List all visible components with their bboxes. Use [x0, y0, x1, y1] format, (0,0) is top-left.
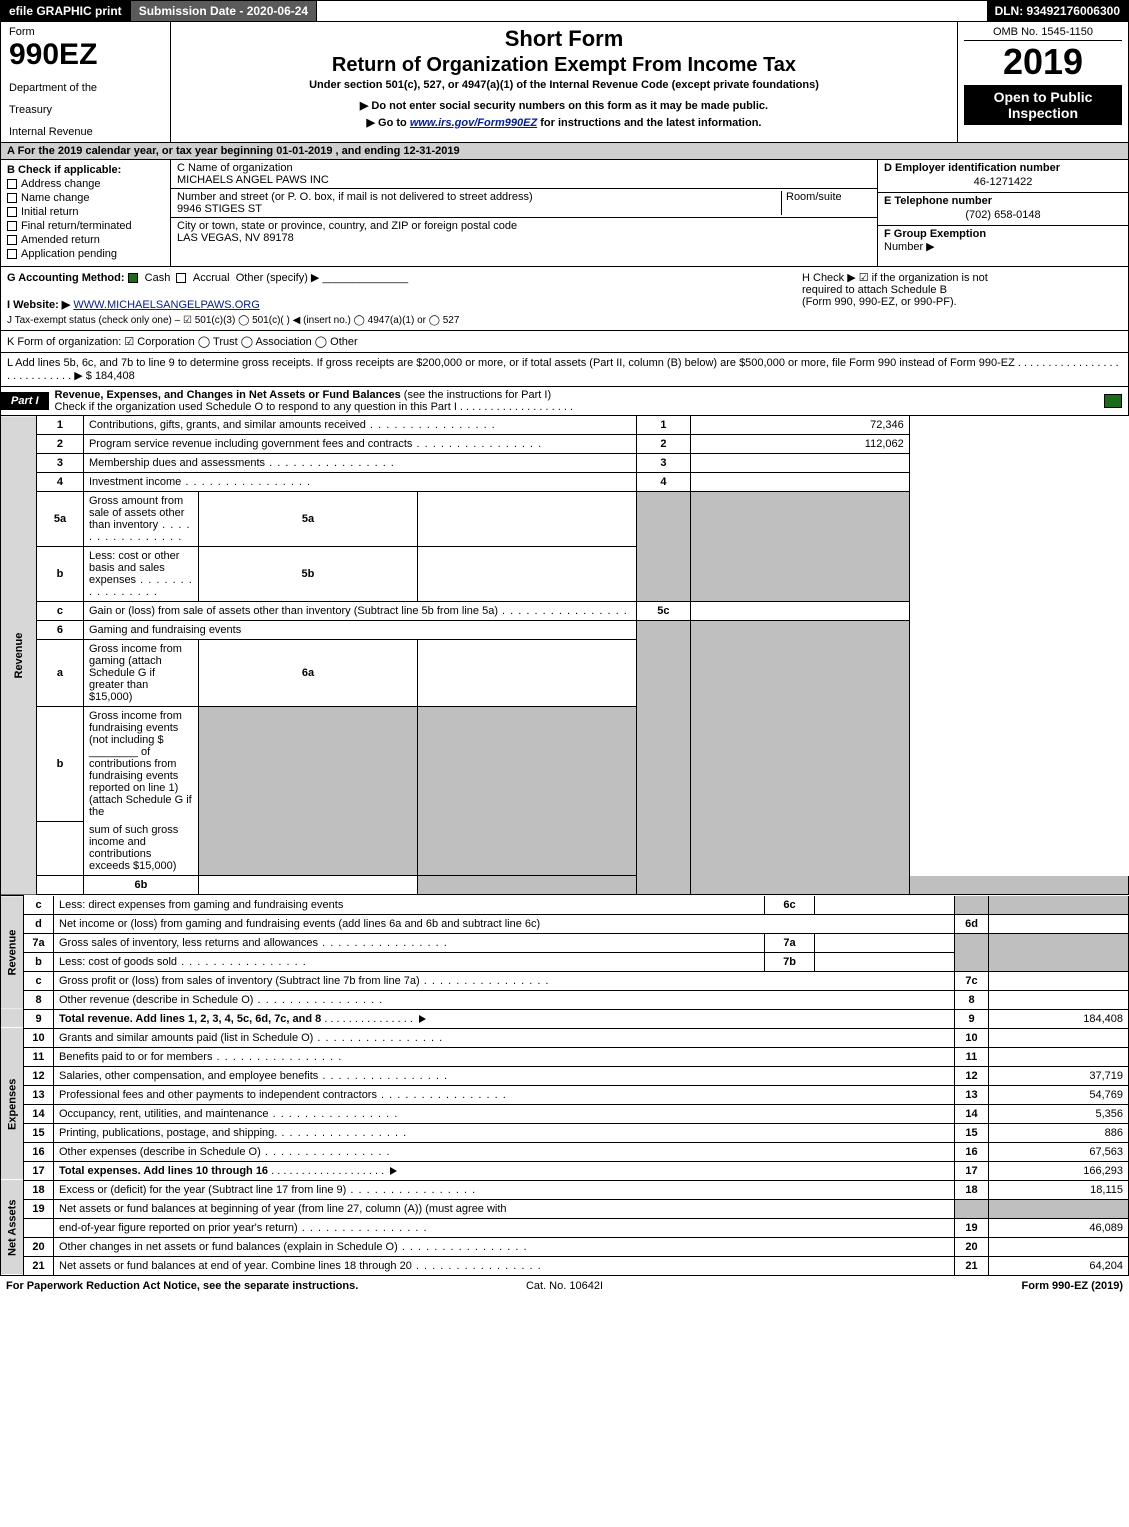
line-g: G Accounting Method: Cash Accrual Other …	[7, 271, 802, 284]
chk-name-change[interactable]: Name change	[7, 192, 164, 204]
part1-check: Check if the organization used Schedule …	[55, 401, 574, 413]
page-footer: For Paperwork Reduction Act Notice, see …	[0, 1276, 1129, 1296]
dept-line2: Treasury	[9, 104, 162, 116]
part1-tag: Part I	[1, 392, 49, 410]
chk-amended-return[interactable]: Amended return	[7, 234, 164, 246]
line-2-desc: Program service revenue including govern…	[83, 435, 636, 454]
part1-header: Part I Revenue, Expenses, and Changes in…	[0, 387, 1129, 416]
dept-line1: Department of the	[9, 82, 162, 94]
omb-number: OMB No. 1545-1150	[964, 24, 1122, 41]
header-left: Form 990EZ Department of the Treasury In…	[1, 22, 171, 142]
line-18-amt: 18,115	[989, 1180, 1129, 1199]
d-ein-value: 46-1271422	[884, 174, 1122, 190]
block-bcd: B Check if applicable: Address change Na…	[0, 160, 1129, 267]
line-l: L Add lines 5b, 6c, and 7b to line 9 to …	[0, 353, 1129, 387]
line-17-amt: 166,293	[989, 1161, 1129, 1180]
open-to-public: Open to Public Inspection	[964, 85, 1122, 125]
chk-cash[interactable]	[128, 273, 138, 283]
chk-address-change[interactable]: Address change	[7, 178, 164, 190]
e-phone-value: (702) 658-0148	[884, 207, 1122, 223]
footer-center: Cat. No. 10642I	[378, 1280, 750, 1292]
line-4-desc: Investment income	[83, 473, 636, 492]
header-mid: Short Form Return of Organization Exempt…	[171, 22, 958, 142]
irs-link[interactable]: www.irs.gov/Form990EZ	[410, 117, 537, 129]
goto-line: ▶ Go to www.irs.gov/Form990EZ for instru…	[179, 116, 949, 129]
form-header: Form 990EZ Department of the Treasury In…	[0, 22, 1129, 143]
gross-receipts-amount: $ 184,408	[86, 370, 135, 382]
efile-print-label[interactable]: efile GRAPHIC print	[1, 1, 131, 21]
line-3-desc: Membership dues and assessments	[83, 454, 636, 473]
line-2-amt: 112,062	[690, 435, 909, 454]
top-bar: efile GRAPHIC print Submission Date - 20…	[0, 0, 1129, 22]
line-h: H Check ▶ ☑ if the organization is not r…	[802, 271, 1122, 326]
short-form-title: Short Form	[179, 26, 949, 52]
line-15-amt: 886	[989, 1123, 1129, 1142]
d-ein-label: D Employer identification number	[884, 162, 1122, 174]
line-12-amt: 37,719	[989, 1066, 1129, 1085]
org-city: LAS VEGAS, NV 89178	[177, 232, 871, 244]
submission-date-button[interactable]: Submission Date - 2020-06-24	[131, 1, 317, 21]
e-phone-label: E Telephone number	[884, 195, 1122, 207]
chk-application-pending[interactable]: Application pending	[7, 248, 164, 260]
footer-left: For Paperwork Reduction Act Notice, see …	[6, 1280, 378, 1292]
form-subtitle: Under section 501(c), 527, or 4947(a)(1)…	[179, 79, 949, 91]
org-name: MICHAELS ANGEL PAWS INC	[177, 174, 871, 186]
f-group-label: F Group Exemption	[884, 228, 1122, 240]
line-1-amt: 72,346	[690, 416, 909, 435]
line-19-amt: 46,089	[989, 1218, 1129, 1237]
line-j: J Tax-exempt status (check only one) – ☑…	[7, 315, 802, 326]
lines-table: Revenue 1Contributions, gifts, grants, a…	[0, 416, 1129, 895]
section-def: D Employer identification number 46-1271…	[878, 160, 1128, 266]
part1-checkbox[interactable]	[1104, 394, 1122, 408]
part1-title: Revenue, Expenses, and Changes in Net As…	[55, 389, 401, 401]
goto-post: for instructions and the latest informat…	[540, 117, 761, 129]
side-net-assets: Net Assets	[1, 1180, 24, 1275]
chk-accrual[interactable]	[176, 273, 186, 283]
c-room-label: Room/suite	[786, 191, 871, 203]
f-group-label2: Number ▶	[884, 240, 1122, 253]
line-9-amt: 184,408	[989, 1009, 1129, 1028]
ssn-warning: ▶ Do not enter social security numbers o…	[179, 99, 949, 112]
form-word: Form	[9, 26, 162, 38]
dln-label: DLN: 93492176006300	[987, 1, 1128, 21]
line-13-amt: 54,769	[989, 1085, 1129, 1104]
line-14-amt: 5,356	[989, 1104, 1129, 1123]
line-21-amt: 64,204	[989, 1256, 1129, 1275]
part1-sub: (see the instructions for Part I)	[404, 389, 551, 401]
c-street-label: Number and street (or P. O. box, if mail…	[177, 191, 781, 203]
line-16-amt: 67,563	[989, 1142, 1129, 1161]
side-expenses: Expenses	[1, 1028, 24, 1180]
line-1-desc: Contributions, gifts, grants, and simila…	[83, 416, 636, 435]
c-name-label: C Name of organization	[177, 162, 871, 174]
goto-pre: ▶ Go to	[367, 117, 410, 129]
lines-table-cont: Revenue cLess: direct expenses from gami…	[0, 895, 1129, 1276]
section-b: B Check if applicable: Address change Na…	[1, 160, 171, 266]
chk-initial-return[interactable]: Initial return	[7, 206, 164, 218]
chk-final-return[interactable]: Final return/terminated	[7, 220, 164, 232]
dept-line3: Internal Revenue	[9, 126, 162, 138]
c-city-label: City or town, state or province, country…	[177, 220, 871, 232]
line-a-tax-year: A For the 2019 calendar year, or tax yea…	[0, 143, 1129, 160]
line-i: I Website: ▶ WWW.MICHAELSANGELPAWS.ORG	[7, 298, 802, 311]
b-header: B Check if applicable:	[7, 164, 164, 176]
block-ghij: G Accounting Method: Cash Accrual Other …	[0, 267, 1129, 331]
header-right: OMB No. 1545-1150 2019 Open to Public In…	[958, 22, 1128, 142]
side-revenue: Revenue	[1, 416, 37, 895]
section-c: C Name of organization MICHAELS ANGEL PA…	[171, 160, 878, 266]
website-link[interactable]: WWW.MICHAELSANGELPAWS.ORG	[73, 299, 259, 311]
form-number: 990EZ	[9, 38, 162, 72]
org-street: 9946 STIGES ST	[177, 203, 781, 215]
line-k: K Form of organization: ☑ Corporation ◯ …	[0, 331, 1129, 353]
form-title: Return of Organization Exempt From Incom…	[179, 54, 949, 77]
footer-right: Form 990-EZ (2019)	[751, 1280, 1123, 1292]
tax-year: 2019	[964, 41, 1122, 83]
